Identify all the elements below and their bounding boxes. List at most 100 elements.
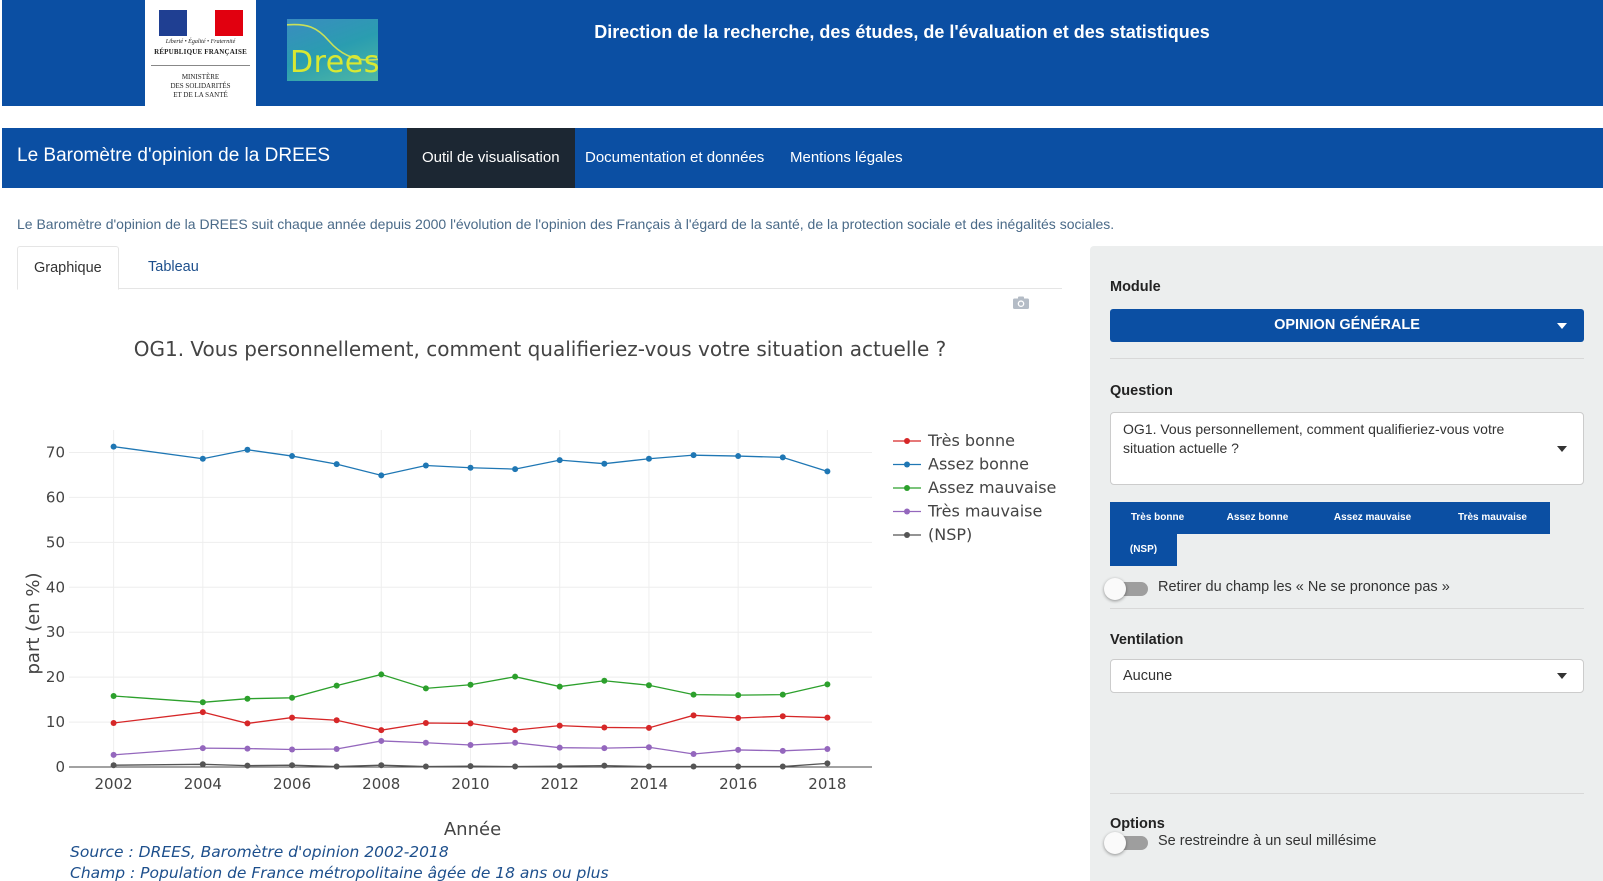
- data-point: [289, 694, 296, 701]
- millesime-toggle-label: Se restreindre à un seul millésime: [1158, 833, 1377, 849]
- data-point: [645, 455, 652, 462]
- data-point: [779, 747, 786, 754]
- answer-chip-tres-bonne[interactable]: Très bonne: [1110, 502, 1205, 534]
- marianne-logo: Liberté • Égalité • Fraternité RÉPUBLIQU…: [145, 0, 256, 106]
- legend-swatch-marker: [904, 485, 910, 491]
- x-tick-label: 2008: [362, 775, 400, 793]
- data-point: [378, 727, 385, 734]
- data-point: [779, 691, 786, 698]
- data-point: [779, 713, 786, 720]
- data-point: [289, 746, 296, 753]
- navbar-brand[interactable]: Le Baromètre d'opinion de la DREES: [17, 145, 331, 166]
- y-tick-label: 40: [46, 578, 65, 596]
- nav-item-mentions-legales[interactable]: Mentions légales: [790, 149, 903, 166]
- data-point: [512, 466, 519, 473]
- x-axis-label: Année: [444, 819, 501, 840]
- legend-swatch-marker: [904, 438, 910, 444]
- data-point: [690, 691, 697, 698]
- answer-chip-nsp[interactable]: (NSP): [1110, 534, 1177, 566]
- data-point: [601, 745, 608, 752]
- logo-divider: [151, 65, 250, 66]
- series-line: [113, 673, 828, 703]
- legend-entry: Très mauvaise: [927, 502, 1042, 521]
- data-point: [601, 677, 608, 684]
- nsp-toggle[interactable]: [1104, 578, 1148, 600]
- data-point: [824, 714, 831, 721]
- data-point: [690, 763, 697, 770]
- chart-title: OG1. Vous personnellement, comment quali…: [133, 337, 947, 361]
- nav-item-visualisation[interactable]: Outil de visualisation: [407, 128, 575, 188]
- data-point: [601, 724, 608, 731]
- data-point: [289, 453, 296, 460]
- data-point: [735, 453, 742, 460]
- data-point: [645, 682, 652, 689]
- field-note: Champ : Population de France métropolita…: [70, 864, 609, 881]
- republic-name: RÉPUBLIQUE FRANÇAISE: [154, 48, 247, 56]
- data-point: [110, 693, 117, 700]
- x-tick-label: 2014: [630, 775, 668, 793]
- x-tick-label: 2018: [808, 775, 846, 793]
- tab-tableau[interactable]: Tableau: [148, 259, 199, 275]
- y-tick-label: 50: [46, 533, 65, 551]
- data-point: [333, 763, 340, 770]
- data-point: [199, 699, 206, 706]
- data-point: [556, 722, 563, 729]
- data-point: [199, 709, 206, 716]
- data-point: [199, 761, 206, 768]
- republic-motto: Liberté • Égalité • Fraternité: [165, 39, 236, 45]
- module-select-value: OPINION GÉNÉRALE: [1274, 317, 1420, 333]
- data-point: [110, 762, 117, 769]
- data-point: [690, 750, 697, 757]
- data-point: [601, 762, 608, 769]
- millesime-toggle[interactable]: [1104, 832, 1148, 854]
- data-point: [378, 737, 385, 744]
- series-line: [113, 740, 828, 756]
- data-point: [244, 762, 251, 769]
- data-point: [467, 763, 474, 770]
- divider: [1110, 358, 1584, 359]
- data-point: [378, 762, 385, 769]
- series-line: [113, 445, 828, 477]
- top-banner: Liberté • Égalité • Fraternité RÉPUBLIQU…: [2, 0, 1603, 106]
- ventilation-select-value: Aucune: [1123, 668, 1173, 684]
- data-point: [735, 746, 742, 753]
- french-flag-icon: [159, 10, 243, 36]
- x-tick-label: 2004: [184, 775, 222, 793]
- answer-chip-assez-mauvaise[interactable]: Assez mauvaise: [1310, 502, 1435, 534]
- legend-entry: (NSP): [928, 525, 972, 544]
- y-tick-label: 10: [46, 713, 65, 731]
- data-point: [333, 461, 340, 468]
- series-line: [113, 762, 828, 768]
- data-point: [333, 746, 340, 753]
- ventilation-select[interactable]: Aucune: [1110, 659, 1584, 693]
- data-point: [289, 762, 296, 769]
- data-point: [645, 763, 652, 770]
- data-point: [645, 744, 652, 751]
- data-point: [467, 681, 474, 688]
- answer-chip-tres-mauvaise[interactable]: Très mauvaise: [1435, 502, 1550, 534]
- data-point: [779, 763, 786, 770]
- drees-logo-text: Drees: [290, 45, 378, 80]
- question-select[interactable]: OG1. Vous personnellement, comment quali…: [1110, 412, 1584, 485]
- data-point: [735, 715, 742, 722]
- legend-swatch-marker: [904, 532, 910, 538]
- camera-icon[interactable]: [1013, 296, 1029, 314]
- y-tick-label: 30: [46, 623, 65, 641]
- module-select[interactable]: OPINION GÉNÉRALE: [1110, 309, 1584, 342]
- sidebar-panel: Module OPINION GÉNÉRALE Question OG1. Vo…: [1090, 246, 1603, 881]
- tab-graphique[interactable]: Graphique: [17, 246, 119, 290]
- data-point: [824, 746, 831, 753]
- data-point: [824, 468, 831, 475]
- data-point: [556, 457, 563, 464]
- y-axis-label: part (en %): [23, 573, 44, 675]
- answer-chip-assez-bonne[interactable]: Assez bonne: [1205, 502, 1310, 534]
- options-label: Options: [1110, 816, 1165, 832]
- tab-bar: Graphique Tableau: [17, 246, 1062, 290]
- data-point: [333, 717, 340, 724]
- legend-entry: Assez mauvaise: [928, 478, 1056, 497]
- data-point: [244, 720, 251, 727]
- data-point: [110, 443, 117, 450]
- y-tick-label: 0: [55, 758, 65, 776]
- data-point: [422, 685, 429, 692]
- nav-item-documentation[interactable]: Documentation et données: [585, 149, 765, 166]
